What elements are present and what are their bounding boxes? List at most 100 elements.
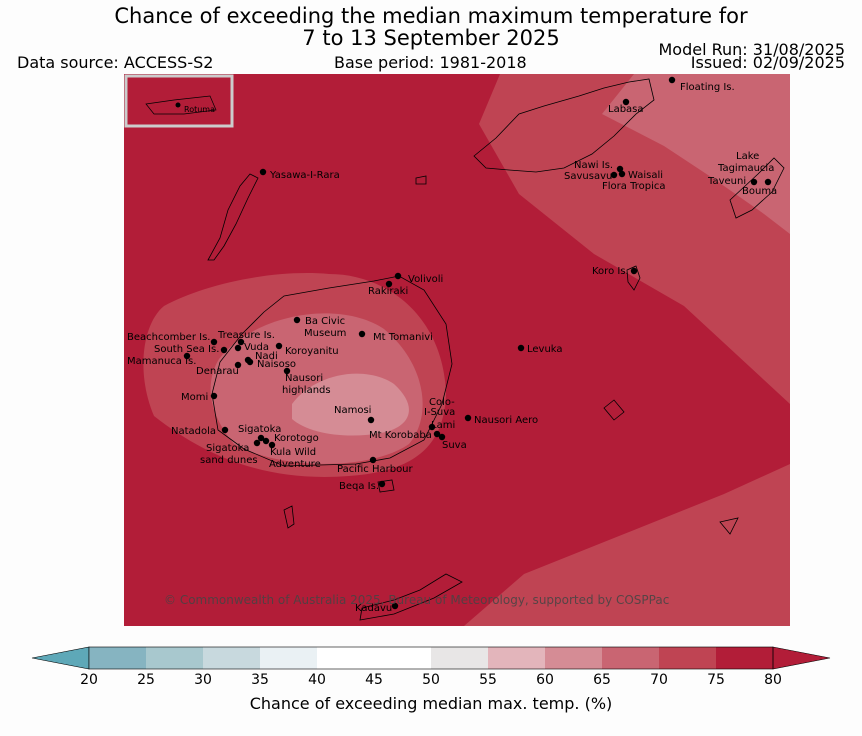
place-marker: I-Suva [424, 407, 455, 418]
place-dot [378, 480, 386, 488]
place-marker: sand dunes [200, 455, 258, 466]
place-marker: Beachcomber Is. [127, 332, 218, 346]
base-period: Base period: 1981-2018 [334, 53, 527, 72]
colorbar-tick-label: 80 [764, 672, 782, 688]
place-marker: Momi [181, 392, 218, 403]
place-marker: Nausori [283, 367, 323, 384]
place-marker: Vuda [234, 342, 269, 353]
place-dot [268, 441, 276, 449]
place-dot [764, 178, 772, 186]
place-label: Floating Is. [680, 82, 735, 93]
place-label: Taveuni [707, 176, 746, 187]
place-label: Levuka [527, 344, 563, 355]
place-marker: Nausori Aero [464, 414, 538, 426]
place-label: Lake [736, 151, 759, 162]
colorbar-tick-label: 45 [365, 672, 383, 688]
islet-2 [603, 399, 625, 421]
place-marker: Labasa [608, 98, 644, 115]
place-dot [517, 344, 525, 352]
colorbar-cell [602, 647, 659, 669]
colorbar-cell [374, 647, 431, 669]
place-label: Sigatoka [238, 424, 281, 435]
place-dot [237, 338, 245, 346]
place-dot [234, 361, 242, 369]
place-marker: Waisali [618, 170, 663, 181]
place-marker: Beqa Is. [339, 480, 386, 492]
colorbar-cell [659, 647, 716, 669]
place-label: I-Suva [424, 407, 455, 418]
place-label: Nadi [255, 351, 278, 362]
place-label: Mt Korobaba [369, 430, 432, 441]
place-marker: Namosi [334, 405, 375, 424]
place-dot [369, 456, 377, 464]
colorbar-cell [431, 647, 488, 669]
place-dot [253, 439, 261, 447]
colorbar-tick-label: 75 [707, 672, 725, 688]
colorbar-cell [89, 647, 146, 669]
place-dot [668, 76, 676, 84]
place-marker: Denarau [196, 361, 242, 377]
place-label: South Sea Is. [154, 344, 219, 355]
colorbar-title: Chance of exceeding median max. temp. (%… [249, 694, 613, 713]
place-marker: Pacific Harbour [337, 456, 414, 475]
place-label: Rakiraki [368, 286, 408, 297]
colorbar-tick-label: 55 [479, 672, 497, 688]
place-dot [210, 338, 218, 346]
place-label: Adventure [269, 459, 321, 470]
islet-3 [719, 517, 739, 535]
koro-coast [626, 265, 641, 291]
place-marker: Colo- [429, 397, 455, 408]
place-marker: Kula Wild [268, 441, 316, 458]
place-dot [293, 316, 301, 324]
band-70-northeast [602, 74, 790, 234]
place-dot [464, 414, 472, 422]
place-label: Yasawa-I-Rara [269, 170, 340, 181]
band-75-southeast [464, 464, 790, 626]
place-marker: highlands [282, 385, 331, 396]
colorbar-arrow-high [772, 646, 831, 670]
place-marker: Tagimaucia [717, 163, 774, 174]
place-dot [610, 171, 618, 179]
place-dot [275, 342, 283, 350]
place-marker: Sigatoka [206, 439, 261, 454]
place-label: Colo- [429, 397, 455, 408]
place-label: Namosi [334, 405, 371, 416]
colorbar-tick-label: 50 [422, 672, 440, 688]
place-label: Koro Is. [592, 266, 629, 277]
place-dot [428, 423, 436, 431]
forecast-map: Rotuma Floating Is. Labasa Nawi Is.Savusav… [124, 74, 790, 626]
place-marker: Floating Is. [668, 76, 735, 93]
place-label: Nausori Aero [474, 415, 538, 426]
place-marker: Volivoli [394, 272, 443, 285]
place-marker: Levuka [517, 344, 563, 355]
place-label: Waisali [628, 170, 663, 181]
place-label: sand dunes [200, 455, 258, 466]
inset-label: Rotuma [184, 105, 215, 114]
colorbar-tick-label: 60 [536, 672, 554, 688]
data-source: Data source: ACCESS-S2 [17, 53, 214, 72]
place-label: Flora Tropica [602, 181, 665, 192]
place-marker: Museum [304, 328, 346, 339]
place-marker: Nawi Is. [574, 160, 624, 173]
place-label: Momi [181, 392, 208, 403]
place-dot [246, 358, 254, 366]
place-marker: Bouma [742, 178, 777, 197]
place-label: Kadavu [355, 603, 392, 614]
place-dot [259, 168, 267, 176]
colorbar-cell [716, 647, 773, 669]
place-dot [622, 98, 630, 106]
place-dot [183, 352, 191, 360]
place-label: Sigatoka [206, 443, 249, 454]
place-dot [262, 437, 270, 445]
place-label: Volivoli [408, 274, 443, 285]
place-marker: Yasawa-I-Rara [259, 168, 340, 181]
place-label: Mt Tomanivi [373, 332, 433, 343]
band-65-viti-levu [292, 373, 409, 436]
place-marker: Mt Korobaba [369, 430, 441, 441]
place-dot [257, 434, 265, 442]
beqa-coast [377, 479, 395, 493]
place-label: Savusavu [564, 171, 612, 182]
place-label: Nawi Is. [574, 160, 613, 171]
place-marker: Lake [736, 151, 759, 162]
vanua-levu-coast [473, 78, 655, 173]
